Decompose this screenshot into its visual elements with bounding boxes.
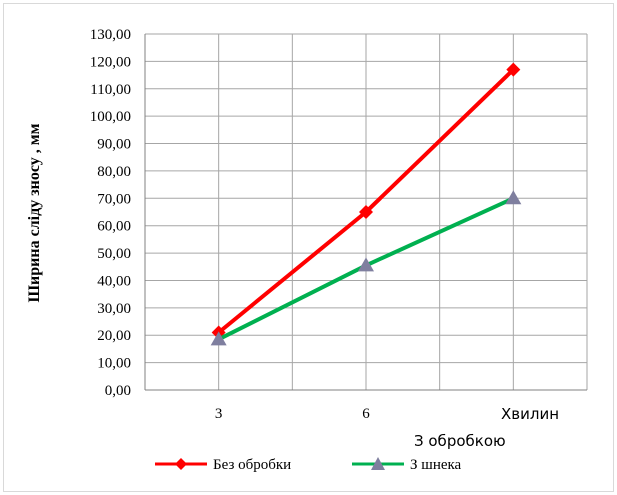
x-tick-label: 6 bbox=[362, 406, 370, 422]
data-point-triangle bbox=[505, 190, 522, 205]
data-point-diamond bbox=[506, 62, 521, 77]
x-axis-label-background bbox=[477, 396, 577, 424]
x-tick-label: 3 bbox=[215, 406, 223, 422]
y-tick-label: 0,00 bbox=[105, 383, 131, 399]
y-tick-label: 120,00 bbox=[90, 54, 131, 70]
axes bbox=[144, 34, 587, 391]
y-tick-label: 10,00 bbox=[97, 356, 131, 372]
overlay-label: З обробкою bbox=[414, 432, 506, 450]
legend-swatch-marker-z-shneka bbox=[371, 457, 385, 470]
y-tick-labels: 0,00 10,00 20,00 30,00 40,00 50,00 60,00 70,00 8… bbox=[90, 27, 131, 399]
y-tick-label: 60,00 bbox=[97, 219, 131, 235]
data-point-triangle bbox=[210, 331, 227, 346]
y-tick-label: 130,00 bbox=[90, 27, 131, 43]
x-axis-label: Хвилин bbox=[501, 405, 559, 423]
legend-label-z-shneka: З шнека bbox=[410, 457, 462, 473]
y-tick-label: 30,00 bbox=[97, 301, 131, 317]
y-axis-label: Ширина сліду зносу , мм bbox=[26, 123, 43, 302]
data-point-triangle bbox=[358, 257, 374, 272]
y-tick-label: 40,00 bbox=[97, 273, 131, 289]
series-layer bbox=[210, 62, 522, 346]
y-tick-label: 70,00 bbox=[97, 191, 131, 207]
data-point-diamond bbox=[359, 205, 373, 219]
x-tick-labels: 369 bbox=[215, 406, 517, 422]
legend-swatch-marker-bez-obrobky bbox=[175, 458, 187, 470]
overlay-label-background bbox=[405, 428, 531, 452]
y-tick-label: 110,00 bbox=[90, 82, 131, 98]
y-tick-label: 90,00 bbox=[97, 137, 131, 153]
y-tick-label: 50,00 bbox=[97, 246, 131, 262]
legend: Без обробки З шнека bbox=[155, 457, 462, 473]
legend-label-bez-obrobky: Без обробки bbox=[213, 457, 291, 473]
y-tick-label: 100,00 bbox=[90, 109, 131, 125]
y-tick-label: 80,00 bbox=[97, 164, 131, 180]
y-tick-label: 20,00 bbox=[97, 328, 131, 344]
